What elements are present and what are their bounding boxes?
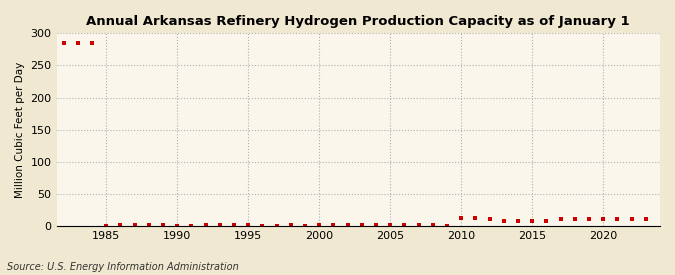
Y-axis label: Million Cubic Feet per Day: Million Cubic Feet per Day: [15, 62, 25, 198]
Title: Annual Arkansas Refinery Hydrogen Production Capacity as of January 1: Annual Arkansas Refinery Hydrogen Produc…: [86, 15, 630, 28]
Text: Source: U.S. Energy Information Administration: Source: U.S. Energy Information Administ…: [7, 262, 238, 272]
